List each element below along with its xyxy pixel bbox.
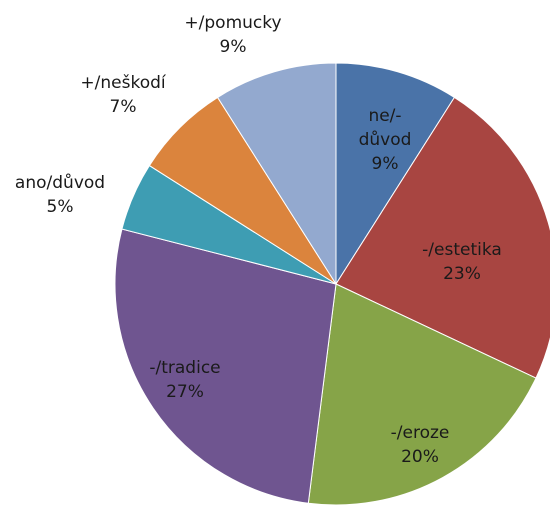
value-label: 7% xyxy=(109,97,137,117)
pie-slice xyxy=(335,62,456,286)
category-label: -/estetika xyxy=(422,240,502,260)
pie-slice xyxy=(114,228,337,504)
category-label: ne/-důvod xyxy=(358,106,412,150)
slice-label: -/eroze 20% xyxy=(391,421,450,469)
value-label: 9% xyxy=(371,154,399,174)
value-label: 27% xyxy=(166,382,204,402)
value-label: 9% xyxy=(219,37,247,57)
pie-slice xyxy=(335,96,550,379)
slice-label: -/tradice 27% xyxy=(149,356,220,404)
slice-label: +/pomucky 9% xyxy=(184,11,281,59)
category-label: +/neškodí xyxy=(80,73,166,93)
value-label: 23% xyxy=(443,264,481,284)
category-label: ano/důvod xyxy=(14,173,106,193)
category-label: -/eroze xyxy=(390,423,450,443)
slice-label: ne/-důvod 9% xyxy=(355,104,415,176)
value-label: 5% xyxy=(46,197,74,217)
slice-label: ano/důvod 5% xyxy=(15,171,105,219)
category-label: +/pomucky xyxy=(184,13,282,33)
slice-label: -/estetika 23% xyxy=(422,238,502,286)
category-label: -/tradice xyxy=(149,358,221,378)
pie-slice xyxy=(216,62,337,286)
slice-label: +/neškodí 7% xyxy=(80,71,165,119)
value-label: 20% xyxy=(401,447,439,467)
